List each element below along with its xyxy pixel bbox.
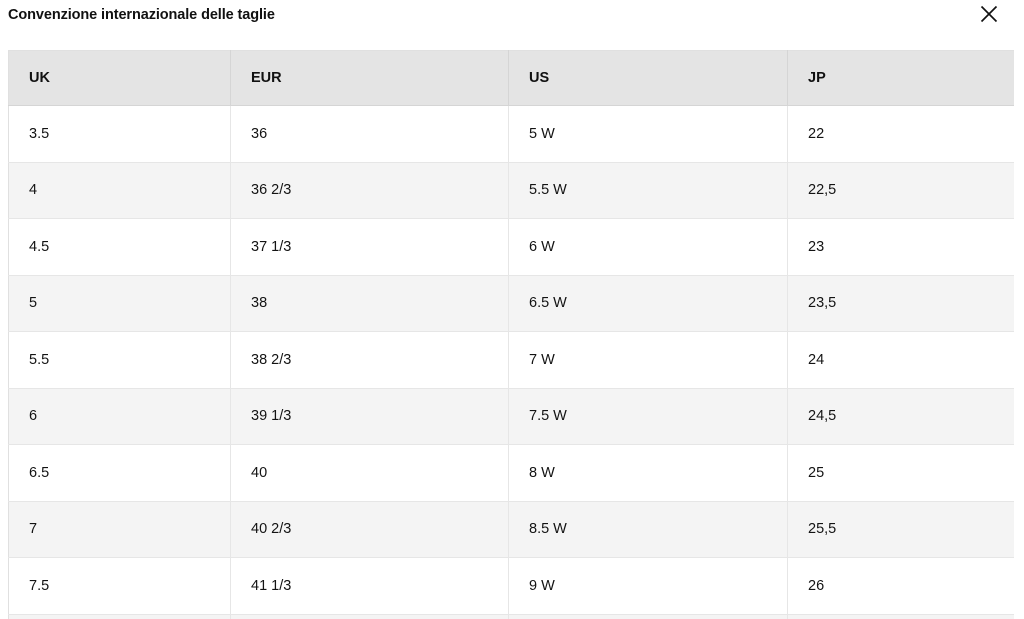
table-row: 4 36 2/3 5.5 W 22,5 [8, 162, 1014, 219]
column-header-uk: UK [8, 50, 231, 106]
cell-uk: 7 [8, 501, 231, 558]
cell-eur: 36 [230, 105, 509, 163]
column-header-jp: JP [787, 50, 1014, 106]
cell-eur: 40 [230, 444, 509, 502]
cell-eur: 41 1/3 [230, 557, 509, 615]
cell-us [508, 614, 788, 619]
cell-us: 5.5 W [508, 162, 788, 219]
cell-jp: 23 [787, 218, 1014, 276]
cell-uk: 5.5 [8, 331, 231, 389]
cell-us: 8 W [508, 444, 788, 502]
cell-uk: 6.5 [8, 444, 231, 502]
modal-header: Convenzione internazionale delle taglie [0, 0, 1024, 38]
cell-eur: 38 2/3 [230, 331, 509, 389]
page-title: Convenzione internazionale delle taglie [8, 7, 275, 23]
cell-us: 9 W [508, 557, 788, 615]
cell-jp: 26 [787, 557, 1014, 615]
cell-jp: 22 [787, 105, 1014, 163]
close-icon [980, 5, 998, 23]
table-header-row: UK EUR US JP [8, 50, 1014, 106]
cell-eur [230, 614, 509, 619]
cell-jp: 25 [787, 444, 1014, 502]
cell-uk: 6 [8, 388, 231, 445]
cell-eur: 39 1/3 [230, 388, 509, 445]
table-row [8, 614, 1014, 619]
column-header-eur: EUR [230, 50, 509, 106]
cell-jp: 25,5 [787, 501, 1014, 558]
cell-us: 7.5 W [508, 388, 788, 445]
cell-uk: 4 [8, 162, 231, 219]
table-body: 3.5 36 5 W 22 4 36 2/3 5.5 W 22,5 4.5 37 1/3 6 W 23… [8, 105, 1014, 619]
cell-jp [787, 614, 1014, 619]
size-table-container[interactable]: UK EUR US JP 3.5 36 5 W 22 4 36 2/3 5.5 W 22,5 4… [8, 50, 1014, 619]
size-conversion-table: UK EUR US JP 3.5 36 5 W 22 4 36 2/3 5.5 W 22,5 4… [8, 50, 1014, 619]
cell-us: 8.5 W [508, 501, 788, 558]
cell-jp: 24,5 [787, 388, 1014, 445]
cell-eur: 37 1/3 [230, 218, 509, 276]
cell-eur: 36 2/3 [230, 162, 509, 219]
column-header-us: US [508, 50, 788, 106]
table-row: 5.5 38 2/3 7 W 24 [8, 331, 1014, 389]
cell-uk [8, 614, 231, 619]
cell-us: 6.5 W [508, 275, 788, 332]
cell-uk: 5 [8, 275, 231, 332]
cell-eur: 40 2/3 [230, 501, 509, 558]
table-row: 7.5 41 1/3 9 W 26 [8, 557, 1014, 615]
cell-jp: 24 [787, 331, 1014, 389]
table-row: 7 40 2/3 8.5 W 25,5 [8, 501, 1014, 558]
table-row: 6.5 40 8 W 25 [8, 444, 1014, 502]
cell-us: 7 W [508, 331, 788, 389]
cell-us: 5 W [508, 105, 788, 163]
cell-uk: 3.5 [8, 105, 231, 163]
cell-uk: 4.5 [8, 218, 231, 276]
cell-jp: 23,5 [787, 275, 1014, 332]
cell-uk: 7.5 [8, 557, 231, 615]
cell-jp: 22,5 [787, 162, 1014, 219]
table-head: UK EUR US JP [8, 50, 1014, 106]
table-row: 4.5 37 1/3 6 W 23 [8, 218, 1014, 276]
table-row: 5 38 6.5 W 23,5 [8, 275, 1014, 332]
table-row: 6 39 1/3 7.5 W 24,5 [8, 388, 1014, 445]
cell-eur: 38 [230, 275, 509, 332]
table-row: 3.5 36 5 W 22 [8, 105, 1014, 163]
close-button[interactable] [977, 2, 1001, 26]
cell-us: 6 W [508, 218, 788, 276]
